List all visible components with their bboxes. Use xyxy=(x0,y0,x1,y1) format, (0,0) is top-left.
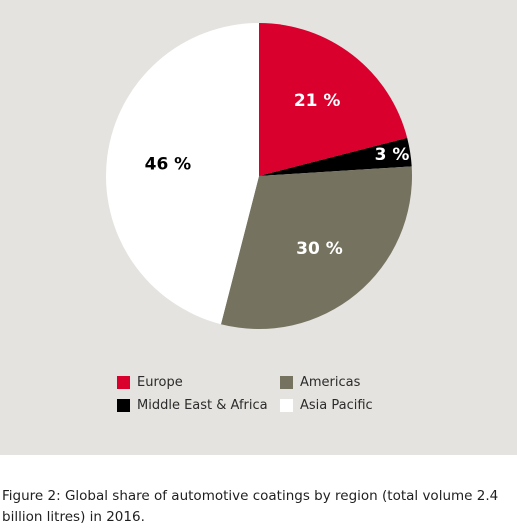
legend-label-middle-east-africa: Middle East & Africa xyxy=(137,397,268,413)
legend-item-europe: Europe xyxy=(117,373,183,391)
legend-item-americas: Americas xyxy=(280,373,360,391)
legend: Europe Americas Middle East & Africa Asi… xyxy=(117,373,407,417)
pie-slice-europe xyxy=(259,23,408,176)
figure-caption: Figure 2: Global share of automotive coa… xyxy=(2,488,499,525)
pie-slice-americas xyxy=(220,166,412,329)
pie-label-asia-pacific: 46 % xyxy=(145,154,192,174)
legend-item-middle-east-africa: Middle East & Africa xyxy=(117,396,268,414)
legend-item-asia-pacific: Asia Pacific xyxy=(280,396,373,414)
pie-label-middle-east-africa: 3 % xyxy=(375,145,410,165)
pie-slice-middle-east-africa xyxy=(259,137,412,176)
legend-label-americas: Americas xyxy=(300,374,361,390)
legend-swatch-asia-pacific xyxy=(280,398,293,412)
pie-chart: 21 % 3 % 30 % 46 % xyxy=(105,23,412,329)
pie-label-europe: 21 % xyxy=(294,91,341,111)
legend-swatch-middle-east-africa xyxy=(117,398,130,412)
legend-swatch-europe xyxy=(117,375,130,389)
legend-label-europe: Europe xyxy=(137,374,183,390)
legend-swatch-americas xyxy=(280,375,293,389)
pie-label-americas: 30 % xyxy=(296,239,343,259)
legend-label-asia-pacific: Asia Pacific xyxy=(300,397,373,413)
pie-slice-asia-pacific xyxy=(105,23,260,325)
chart-panel: 21 % 3 % 30 % 46 % Europe Americas Middle E… xyxy=(0,0,517,455)
